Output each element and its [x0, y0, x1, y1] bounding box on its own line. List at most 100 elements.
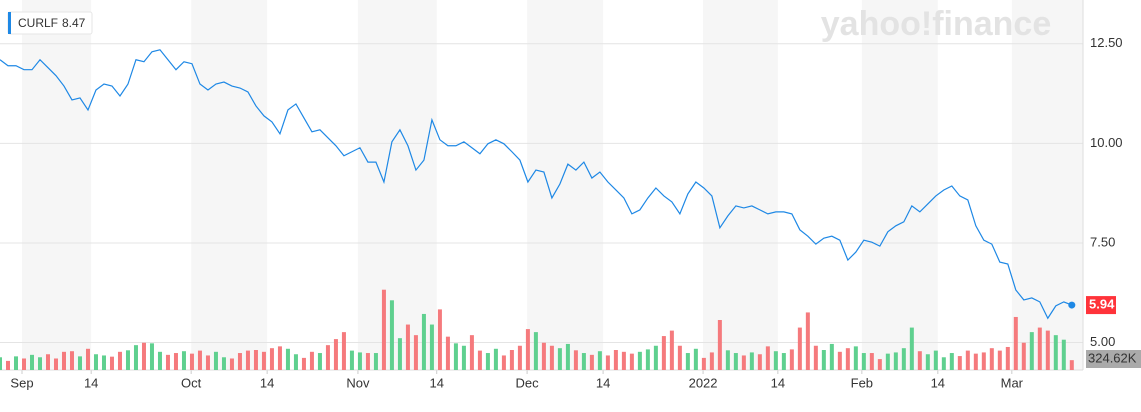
legend-swatch	[8, 12, 11, 34]
volume-bar	[269, 348, 274, 370]
volume-bar	[29, 354, 34, 370]
volume-bar	[293, 354, 298, 370]
volume-bar	[397, 338, 402, 370]
x-tick-label: Dec	[516, 375, 540, 390]
volume-bar	[93, 354, 98, 370]
last-volume-tag	[1086, 350, 1141, 368]
volume-bar	[853, 346, 858, 370]
x-tick-label: 14	[596, 375, 610, 390]
volume-bar	[653, 345, 658, 370]
volume-bar	[421, 313, 426, 370]
volume-bar	[245, 350, 250, 370]
volume-bar	[797, 327, 802, 370]
last-point	[1068, 301, 1076, 309]
volume-bar	[85, 348, 90, 370]
volume-bar	[541, 342, 546, 370]
volume-bar	[317, 353, 322, 370]
volume-bar	[717, 320, 722, 370]
volume-bar	[45, 354, 50, 370]
volume-bar	[933, 350, 938, 370]
volume-bar	[877, 359, 882, 370]
volume-bar	[485, 353, 490, 370]
volume-bar	[909, 327, 914, 370]
volume-bar	[773, 351, 778, 370]
volume-bar	[357, 352, 362, 370]
volume-bar	[477, 350, 482, 370]
y-tick-label: 5.00	[1090, 334, 1115, 349]
volume-bar	[213, 351, 218, 370]
volume-bar	[1037, 327, 1042, 370]
volume-bar	[901, 348, 906, 370]
volume-bar	[517, 345, 522, 370]
volume-bar	[173, 353, 178, 370]
legend-symbol: CURLF	[18, 16, 58, 30]
volume-bar	[1005, 346, 1010, 370]
stripe	[703, 0, 778, 370]
volume-bar	[669, 330, 674, 370]
volume-bar	[101, 355, 106, 370]
volume-bar	[149, 343, 154, 370]
volume-bar	[973, 353, 978, 370]
volume-bar	[1013, 316, 1018, 370]
volume-bar	[589, 354, 594, 370]
volume-bar	[741, 355, 746, 370]
volume-bar	[981, 352, 986, 370]
volume-bar	[829, 343, 834, 370]
volume-bar	[1045, 330, 1050, 370]
volume-bar	[869, 353, 874, 370]
y-tick-label: 10.00	[1090, 135, 1123, 150]
volume-bar	[301, 357, 306, 370]
volume-bar	[813, 345, 818, 370]
volume-bar	[141, 342, 146, 370]
stripe	[1011, 0, 1083, 370]
volume-bar	[661, 336, 666, 370]
volume-bar	[325, 345, 330, 370]
volume-bar	[805, 312, 810, 370]
volume-bar	[597, 351, 602, 370]
volume-bar	[621, 351, 626, 370]
volume-bar	[837, 351, 842, 370]
volume-bar	[61, 351, 66, 370]
volume-bar	[581, 353, 586, 370]
x-tick-label: 14	[771, 375, 785, 390]
x-tick-label: Mar	[1001, 375, 1024, 390]
volume-bar	[285, 348, 290, 370]
volume-bar	[405, 324, 410, 370]
volume-bar	[349, 350, 354, 370]
volume-bar	[117, 351, 122, 370]
volume-bar	[557, 348, 562, 370]
volume-bar	[509, 350, 514, 370]
volume-bar	[133, 345, 138, 370]
volume-bar	[573, 350, 578, 370]
volume-bar	[381, 289, 386, 370]
volume-bar	[21, 358, 26, 370]
x-tick-label: 14	[429, 375, 443, 390]
x-tick-label: 14	[84, 375, 98, 390]
volume-bar	[885, 353, 890, 370]
volume-bar	[757, 354, 762, 370]
volume-bar	[1061, 339, 1066, 370]
volume-bar	[613, 350, 618, 370]
volume-bar	[389, 300, 394, 370]
volume-bar	[525, 329, 530, 370]
x-tick-label: 14	[260, 375, 274, 390]
volume-bar	[845, 348, 850, 370]
volume-bar	[333, 339, 338, 370]
volume-bar	[989, 348, 994, 370]
volume-bar	[637, 351, 642, 370]
volume-bar	[701, 357, 706, 370]
volume-bar	[965, 350, 970, 370]
volume-bar	[493, 348, 498, 370]
last-price-tag	[1086, 296, 1116, 315]
volume-bar	[13, 356, 18, 370]
x-tick-label: Oct	[181, 375, 202, 390]
stripe	[191, 0, 268, 370]
volume-bar	[253, 350, 258, 370]
stripe	[861, 0, 938, 370]
volume-bar	[109, 356, 114, 370]
volume-bar	[469, 335, 474, 370]
volume-bar	[373, 353, 378, 370]
volume-bar	[429, 324, 434, 370]
volume-bar	[725, 350, 730, 370]
